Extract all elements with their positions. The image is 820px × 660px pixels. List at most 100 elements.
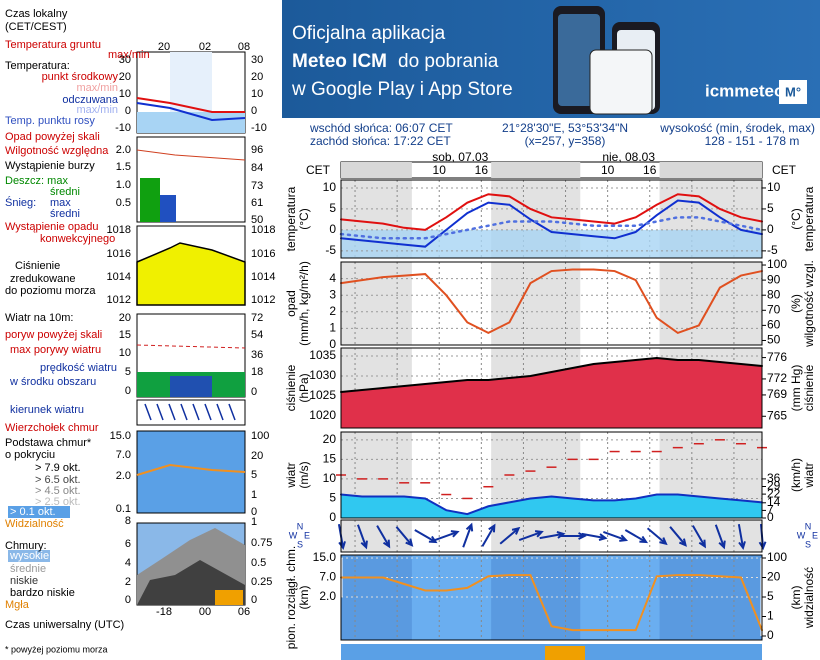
wind-arrow [603,530,629,542]
y2-axis-title: (°C) [789,208,803,229]
legend-label: średni [50,208,80,220]
wind-arrow-group [357,524,368,550]
y2-axis-title: ciśnienie [802,364,816,411]
series-line [340,268,763,335]
legend-label: Deszcz: max [5,175,68,187]
legend-tick: 73 [251,180,263,192]
y-tick-label: 1020 [309,408,336,422]
wind-arrow-group [714,524,726,550]
wind-arrow [691,525,706,549]
legend-label: Temp. punktu rosy [5,115,95,127]
legend-tick: 20 [119,71,131,83]
y-axis-title: (km) [297,586,311,610]
y-tick-label: 15.0 [313,550,337,564]
y2-tick-label: 10 [767,180,781,194]
wind-arrow [462,522,474,548]
y-tick-label: 5 [329,491,336,505]
legend-tick: 8 [125,515,131,527]
y-axis-title: pion. rozciągł. chm. [284,546,298,649]
mini-panel [136,430,246,514]
legend-tick: 20 [251,71,263,83]
legend-tick: 72 [251,312,263,324]
legend-label: średnie [10,563,46,575]
mini-panel [136,399,246,426]
y-axis-title: wiatr [284,462,298,488]
y-tick-label: 1035 [309,348,336,362]
wind-arrow [646,527,668,546]
y2-tick-label: 80 [767,287,781,301]
y2-tick-label: 769 [767,387,787,401]
wind-arrow [560,532,587,540]
legend-label: bardzo niskie [10,587,75,599]
y2-tick-label: 100 [767,550,787,564]
legend-tick: 1014 [107,271,131,283]
legend-label: Opad powyżej skali [5,131,100,143]
y-tick-label: 0 [329,510,336,524]
legend-label: o pokryciu [5,449,55,461]
panel-frame [340,519,763,553]
mini-bar [140,178,160,222]
y2-axis-title: (%) [789,294,803,313]
legend-tick: 1012 [251,294,275,306]
below-zero [341,229,762,258]
legend-time: 20 [158,41,170,53]
legend-tick: 30 [251,54,263,66]
y-axis-title: (hPa) [297,373,311,402]
legend-label: w środku obszaru [9,376,96,388]
coords: 21°28'30"E, 53°53'34"N [502,121,628,135]
wind-arrow-group [414,529,438,544]
y-axis-title: (mm/h, kg/m²/h) [297,261,311,346]
y-tick-label: 10 [323,180,337,194]
banner[interactable]: Oficjalna aplikacja Meteo ICM do pobrani… [282,0,820,118]
banner-bg [282,0,820,118]
legend-tick: 10 [119,347,131,359]
grid-point: (x=257, y=358) [525,134,606,148]
legend-label: niskie [10,575,38,587]
y2-tick-label: 50 [767,333,781,347]
legend-tick: 0 [251,386,257,398]
legend-tick: 5 [125,366,131,378]
banner-line2: do pobrania [398,51,499,72]
wind-arrow [669,526,687,547]
wind-arrow-group [462,522,474,548]
y2-tick-label: 776 [767,350,787,364]
legend-tick: 7.0 [116,449,131,461]
legend-tick: 1.0 [116,179,131,191]
legend-time: 00 [199,606,211,618]
legend-tick: 18 [251,366,263,378]
y2-tick-label: 0 [767,628,774,642]
legend-label: Wilgotność względna [5,145,109,157]
y-tick-label: 0 [329,337,336,351]
legend-tick: 10 [119,88,131,100]
legend-label: Widzialność [5,518,64,530]
area-fill [341,358,762,428]
legend-tick: 6 [125,538,131,550]
wind-arrow [499,526,521,545]
wind-arrow-group [395,526,414,547]
bottom-fog [545,646,585,660]
y-tick-label: 20 [323,432,337,446]
elevation-label: wysokość (min, środek, max) [659,121,815,135]
wind-arrow-group [518,530,544,542]
legend-tick: 10 [251,88,263,100]
y2-tick-label: 7 [767,503,774,517]
legend-tick: -10 [251,122,267,134]
series-line [340,356,763,393]
y2-tick-label: 36 [767,471,781,485]
wind-arrow [737,524,746,551]
night-band [341,520,412,552]
legend-label: max/min [76,104,118,116]
wind-arrow [624,529,649,544]
legend-label: max [50,197,71,209]
legend-label: kierunek wiatru [10,404,84,416]
legend-label: > 6.5 okt. [35,474,81,486]
legend-label: Mgła [5,599,30,611]
y-tick-label: 1030 [309,368,336,382]
legend-tick: 1012 [107,294,131,306]
mini-line [136,463,246,476]
legend-tick: 54 [251,329,263,341]
legend-tick: 96 [251,144,263,156]
y-axis-title: opad [284,290,298,317]
banner-line1: Oficjalna aplikacja [292,23,446,44]
